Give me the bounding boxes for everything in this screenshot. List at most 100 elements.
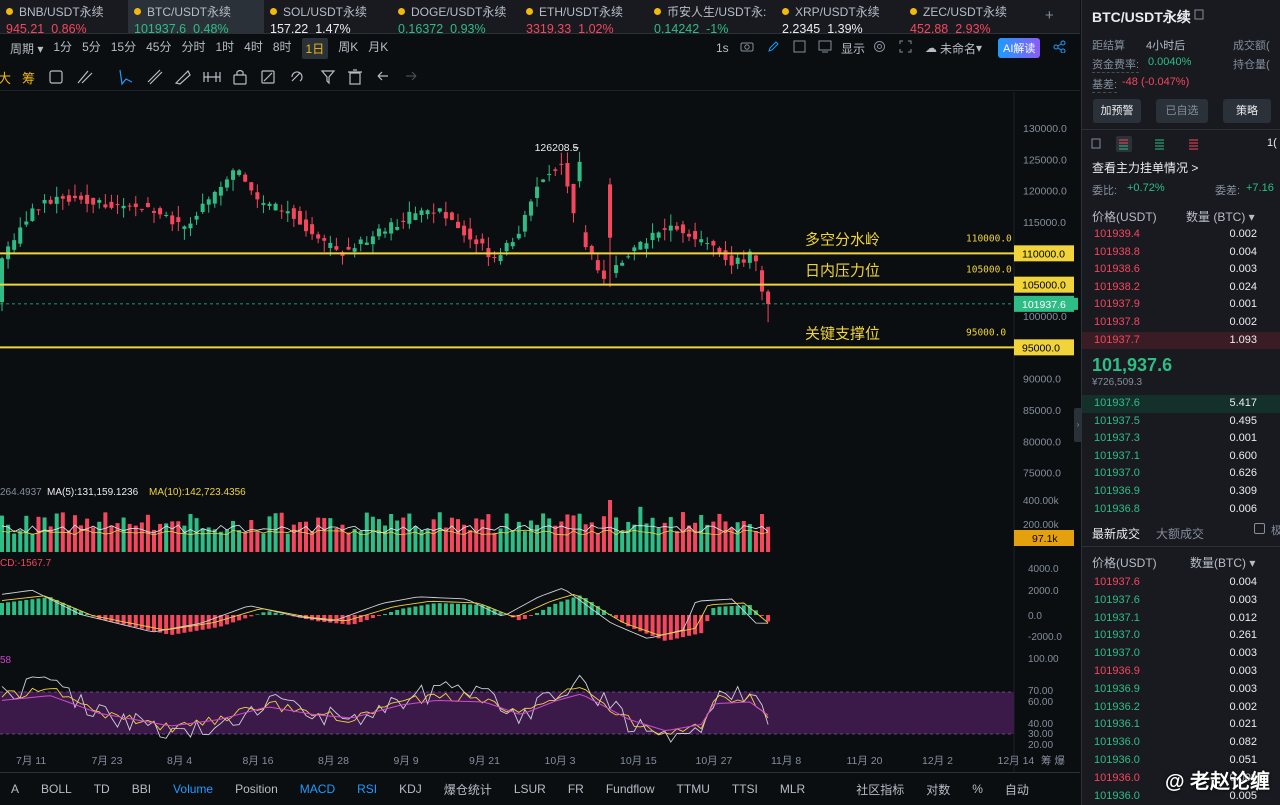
interval-10[interactable]: 月K [368,39,389,54]
orderbook-view-icons[interactable] [1090,136,1210,152]
macd-bar [674,615,679,639]
ask-row[interactable]: 101938.8 0.004 [1082,244,1280,262]
add-tab-button[interactable]: + [1045,7,1054,24]
symbol-tab[interactable]: XRP/USDT永续 2.2345 1.39% [776,0,904,36]
indicator-2[interactable]: TD [93,782,110,796]
whale-orders-link[interactable]: 查看主力挂单情况 > [1092,161,1199,175]
indicator-8[interactable]: KDJ [399,782,422,796]
symbol-tab[interactable]: DOGE/USDT永续 0.16372 0.93% [392,0,520,36]
filter-checkbox[interactable] [1254,523,1265,534]
bid-row[interactable]: 101936.8 0.006 [1082,501,1280,519]
tab-change: 0.48% [193,22,229,36]
interval-5[interactable]: 1时 [215,39,235,54]
bid-row[interactable]: 101936.9 0.309 [1082,483,1280,501]
symbol-tab[interactable]: BNB/USDT永续 945.21 0.86% [0,0,128,36]
kline-chart[interactable]: 130000.0 125000.0 120000.0 115000.0 110000.0… [0,92,1080,772]
camera-icon[interactable] [740,40,754,55]
ask-row[interactable]: 101938.2 0.024 [1082,279,1280,297]
macd-bar [194,615,199,631]
symbol-tab[interactable]: BTC/USDT永续 101937.6 0.48% [128,0,264,36]
refresh-rate[interactable]: 1s [716,41,729,55]
interval-6[interactable]: 4时 [244,39,263,54]
copy-symbol-icon[interactable] [1194,9,1204,23]
volume-bar [194,518,199,552]
ai-interpret-button[interactable]: AI解读 [998,38,1041,58]
side-tools[interactable]: 筹 爆 [1041,754,1065,767]
col-qty-header[interactable]: 数量 (BTC) ▾ [1186,210,1255,224]
period-dropdown[interactable]: 周期 ▾ [10,41,44,56]
indicator-17[interactable]: 对数 [926,782,951,797]
panel-symbol[interactable]: BTC/USDT永续 [1092,9,1191,25]
bid-row[interactable]: 101937.3 0.001 [1082,430,1280,448]
drawing-tool-icons[interactable] [48,68,428,86]
indicator-4[interactable]: Volume [173,782,214,796]
indicator-3[interactable]: BBI [131,782,152,796]
fullscreen-icon[interactable] [899,40,912,56]
display-menu[interactable]: 显示 [841,41,866,56]
interval-0[interactable]: 1分 [53,39,73,54]
ask-row[interactable]: 101937.8 0.002 [1082,314,1280,332]
indicator-10[interactable]: LSUR [513,782,546,796]
indicator-7[interactable]: RSI [357,782,378,796]
pen-icon[interactable] [767,40,779,56]
template-icon[interactable] [793,40,806,56]
bid-price: 101937.0 [1094,467,1140,480]
indicator-0[interactable]: A [11,782,20,796]
add-alert-button[interactable]: 加预警 [1093,99,1141,123]
bid-row[interactable]: 101937.5 0.495 [1082,413,1280,431]
indicator-12[interactable]: Fundflow [605,782,655,796]
settings-icon[interactable] [873,40,886,56]
bid-row[interactable]: 101937.1 0.600 [1082,448,1280,466]
bid-row[interactable]: 101937.6 5.417 [1082,395,1280,413]
indicator-18[interactable]: % [972,782,983,796]
large-trades-tab[interactable]: 大额成交 [1156,527,1205,541]
interval-4[interactable]: 分时 [181,39,206,54]
tool-chip[interactable]: 筹 [22,71,36,86]
macd-bar [437,603,442,615]
candle-body [176,217,181,223]
macd-bar [60,602,65,615]
layout-name-dropdown[interactable]: ☁ 未命名 ▾ [925,41,983,56]
current-price-box [1014,295,1074,312]
trade-col-qty[interactable]: 数量(BTC) ▾ [1190,556,1256,570]
candle-body [462,225,467,236]
symbol-tab[interactable]: SOL/USDT永续 157.22 1.47% [264,0,392,36]
favorite-button[interactable]: 已自选 [1156,99,1208,123]
strategy-button[interactable]: 策略 [1223,99,1271,123]
interval-9[interactable]: 周K [338,39,359,54]
latest-trades-tab[interactable]: 最新成交 [1092,527,1141,541]
depth-unit[interactable]: 1( [1267,137,1277,149]
candle-body [48,199,53,204]
ask-row[interactable]: 101938.6 0.003 [1082,261,1280,279]
bid-row[interactable]: 101937.0 0.626 [1082,465,1280,483]
indicator-5[interactable]: Position [235,782,278,796]
ask-row[interactable]: 101937.9 0.001 [1082,296,1280,314]
interval-1[interactable]: 5分 [82,39,101,54]
indicator-11[interactable]: FR [567,782,584,796]
symbol-tab[interactable]: ETH/USDT永续 3319.33 1.02% [520,0,648,36]
indicator-9[interactable]: 爆仓统计 [443,782,492,797]
tab-title: ZEC/USDT永续 [910,3,1032,20]
interval-7[interactable]: 8时 [272,39,292,54]
indicator-16[interactable]: 社区指标 [856,782,905,797]
ask-row[interactable]: 101939.4 0.002 [1082,226,1280,244]
symbol-tab[interactable]: ZEC/USDT永续 452.88 2.93% [904,0,1032,36]
candle-body [425,210,430,215]
indicator-6[interactable]: MACD [299,782,336,796]
share-icon[interactable] [1053,40,1066,56]
indicator-15[interactable]: MLR [779,782,806,796]
layout-icon[interactable] [818,40,832,56]
collapse-panel-handle[interactable]: › [1074,408,1082,442]
indicator-19[interactable]: 自动 [1004,782,1029,797]
ask-row[interactable]: 101937.7 1.093 [1082,331,1280,350]
tool-text[interactable]: 大 [0,71,12,86]
interval-8[interactable]: 1日 [301,37,329,59]
symbol-tab[interactable]: 币安人生/USDT永: 0.14242 -1% [648,0,776,36]
volume-bar [30,533,35,552]
indicator-14[interactable]: TTSI [731,782,758,796]
interval-2[interactable]: 15分 [110,39,137,54]
indicator-13[interactable]: TTMU [676,782,710,796]
indicator-1[interactable]: BOLL [41,782,72,796]
candle-body [72,195,77,199]
interval-3[interactable]: 45分 [146,39,172,54]
